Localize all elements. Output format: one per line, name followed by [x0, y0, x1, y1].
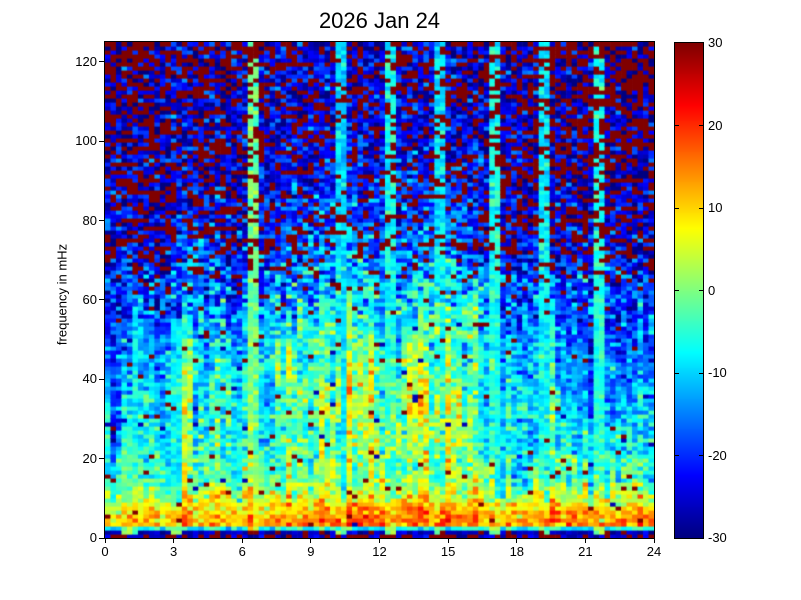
x-axis-tick-mark — [104, 539, 106, 543]
colorbar-tick-mark — [699, 125, 703, 126]
x-tick-label-3: 3 — [169, 544, 178, 559]
y-tick-label-40: 40 — [82, 371, 97, 387]
x-tick-label-15: 15 — [440, 544, 456, 559]
y-tick-label-20: 20 — [82, 450, 97, 466]
x-tick-label-12: 12 — [372, 544, 387, 559]
cbar-tick-label--30: -30 — [708, 530, 727, 545]
x-axis-tick-mark — [584, 539, 586, 543]
y-tick-label-80: 80 — [82, 212, 97, 228]
y-axis-tick-mark — [99, 220, 104, 222]
x-axis-tick-mark — [653, 539, 655, 543]
y-tick-label-100: 100 — [75, 133, 97, 149]
chart-title: 2026 Jan 24 — [318, 8, 441, 33]
colorbar-tick-mark — [699, 207, 703, 209]
x-axis-tick-mark — [173, 539, 175, 543]
x-axis-tick-mark — [310, 539, 312, 543]
y-axis-tick-mark — [99, 378, 104, 380]
y-axis-tick-mark — [99, 140, 104, 142]
colorbar-tick-mark — [675, 290, 679, 291]
x-tick-label-18: 18 — [509, 544, 525, 559]
cbar-tick-label--10: -10 — [708, 365, 727, 380]
colorbar-tick-mark — [675, 455, 679, 456]
plot-area — [104, 41, 655, 539]
y-tick-label-120: 120 — [75, 54, 97, 69]
x-axis-tick-mark — [241, 539, 243, 543]
colorbar-tick-mark — [699, 372, 703, 374]
colorbar-tick-mark — [699, 455, 703, 456]
x-tick-label-0: 0 — [101, 544, 109, 559]
y-axis-tick-mark — [99, 458, 104, 460]
cbar-tick-label--20: -20 — [708, 447, 727, 463]
y-axis-tick-mark — [99, 537, 104, 539]
x-tick-label-21: 21 — [578, 544, 593, 559]
colorbar-tick-mark — [675, 372, 679, 374]
y-axis-tick-mark — [99, 299, 104, 301]
x-axis-tick-mark — [447, 539, 449, 543]
x-tick-label-24: 24 — [646, 544, 662, 559]
x-axis-tick-mark — [516, 539, 518, 543]
y-tick-label-0: 0 — [89, 530, 97, 545]
cbar-tick-label-10: 10 — [708, 200, 723, 215]
spectrogram-heatmap — [105, 42, 654, 538]
y-tick-label-60: 60 — [82, 292, 97, 307]
colorbar-gradient — [675, 43, 703, 538]
x-axis-tick-mark — [379, 539, 380, 543]
cbar-tick-label-0: 0 — [708, 282, 716, 298]
colorbar-tick-mark — [675, 207, 679, 209]
x-tick-label-9: 9 — [307, 544, 315, 559]
colorbar-tick-mark — [675, 125, 679, 126]
x-tick-label-6: 6 — [238, 544, 246, 559]
cbar-tick-label-30: 30 — [708, 35, 723, 50]
y-axis-tick-mark — [99, 61, 104, 63]
cbar-tick-label-20: 20 — [708, 117, 723, 133]
colorbar-tick-mark — [699, 290, 703, 291]
colorbar — [674, 42, 704, 539]
